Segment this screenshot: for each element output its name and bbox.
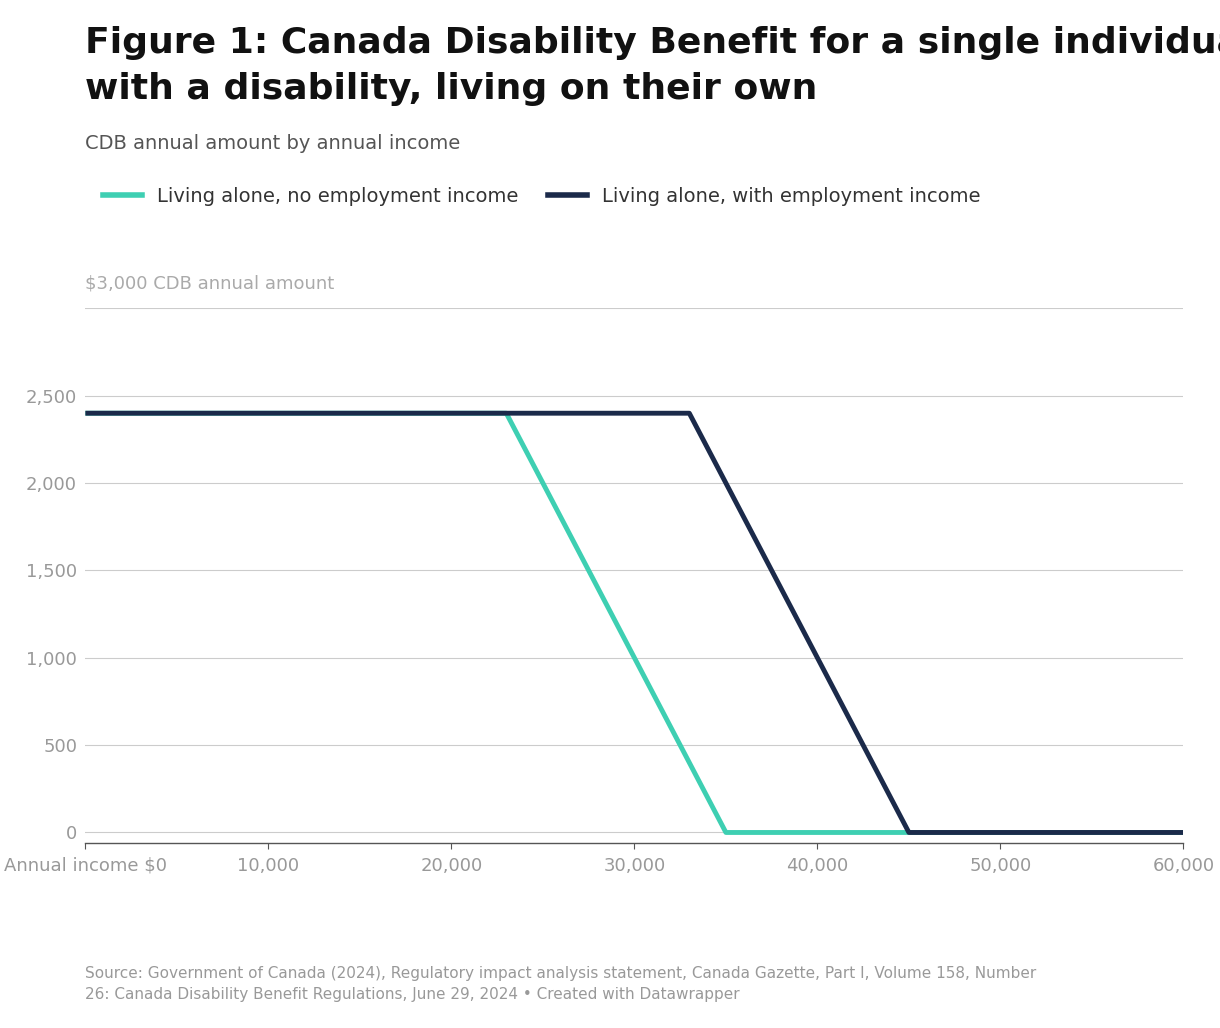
Legend: Living alone, no employment income, Living alone, with employment income: Living alone, no employment income, Livi…	[95, 179, 988, 214]
Text: Source: Government of Canada (2024), Regulatory impact analysis statement, Canad: Source: Government of Canada (2024), Reg…	[85, 966, 1037, 1002]
Text: Figure 1: Canada Disability Benefit for a single individual: Figure 1: Canada Disability Benefit for …	[85, 26, 1220, 60]
Text: $3,000 CDB annual amount: $3,000 CDB annual amount	[85, 274, 334, 293]
Text: with a disability, living on their own: with a disability, living on their own	[85, 72, 817, 106]
Text: CDB annual amount by annual income: CDB annual amount by annual income	[85, 134, 461, 152]
